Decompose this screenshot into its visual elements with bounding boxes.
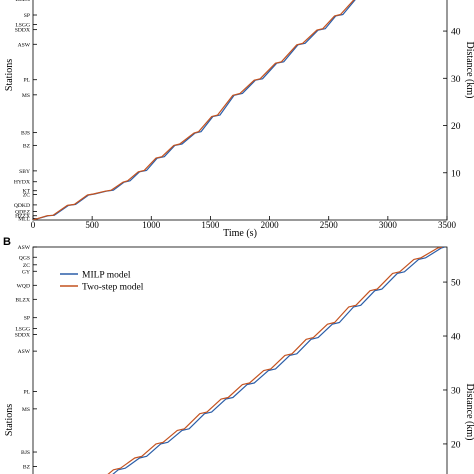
panel-a-time-tick-label: 1000 — [142, 220, 161, 230]
panel-a-distance-ticks: 10 20 30 40 — [443, 28, 461, 179]
panel-b-distance-tick-label: 50 — [451, 279, 461, 289]
panel-a-series-line-two-step-model — [33, 0, 355, 220]
panel-a-station-label: SP — [24, 13, 30, 19]
panel-b-station-label: BJS — [21, 450, 30, 456]
panel-a-station-label: BJS — [21, 131, 30, 137]
panel-a-station-label: MS — [22, 93, 30, 99]
panel-a-time-tick-label: 500 — [85, 220, 99, 230]
panel-a-distance-tick-label: 20 — [451, 122, 461, 132]
panel-b-series-lines — [107, 247, 445, 474]
panel-a-station-label: MLL — [18, 217, 30, 223]
panel-b-series-line-milp-model — [112, 247, 445, 474]
panel-b-station-label: SP — [24, 316, 30, 322]
legend-box — [58, 268, 150, 294]
panel-b-station-label: GY — [22, 269, 30, 275]
panel-b-right-axis-title: Distance (km) — [464, 384, 474, 441]
panel-b-distance-ticks: 20 30 40 50 — [443, 279, 461, 450]
panel-b-left-axis-title: Stations — [4, 404, 15, 436]
panel-a-distance-tick-label: 30 — [451, 75, 461, 85]
panel-a-distance-tick-label: 10 — [451, 169, 461, 179]
panel-a-station-label: ZC — [23, 192, 30, 198]
panel-a-time-tick-label: 2000 — [261, 220, 280, 230]
panel-a-series-lines — [33, 0, 356, 220]
panel-a-station-label: BZ — [23, 143, 31, 149]
panel-b-station-label: PL — [23, 390, 30, 396]
panel-a-station-label: PL — [23, 78, 30, 84]
panel-a-time-tick-label: 3000 — [379, 220, 398, 230]
panel-b-station-label: ASW — [18, 245, 31, 251]
panel-b-station-label: BLZX — [15, 297, 30, 303]
panel-a-left-axis-title: Stations — [4, 59, 15, 91]
panel-b-label: B — [3, 236, 11, 248]
panel-b-legend: MILP model Two-step model — [58, 268, 150, 294]
panel-b-station-label: SDDX — [15, 332, 30, 338]
panel-a-station-label: SBY — [19, 169, 30, 175]
panel-a-station-label: HYDX — [14, 180, 30, 186]
panel-b-station-label: BZ — [23, 465, 31, 471]
panel-b-series-line-two-step-model — [107, 247, 443, 474]
panel-b-station-label: WQD — [17, 283, 30, 289]
panel-a-station-label: HZZX — [15, 214, 30, 220]
panel-a-time-tick-label: 0 — [31, 220, 36, 230]
panel-a-station-label: ASW — [18, 42, 31, 48]
panel-a-station-label: LSGG — [15, 22, 30, 28]
panel-a-plot-frame — [32, 0, 448, 221]
panel-b-distance-tick-label: 30 — [451, 386, 461, 396]
legend-label-milp-model: MILP model — [82, 271, 131, 281]
panel-b-plot-frame — [32, 246, 448, 474]
panel-a-right-axis-title: Distance (km) — [464, 42, 474, 99]
panel-b-distance-tick-label: 20 — [451, 440, 461, 450]
panel-a-time-tick-label: 1500 — [201, 220, 220, 230]
panel-a-station-label: KT — [23, 189, 31, 195]
panel-a-time-tick-label: 2500 — [320, 220, 339, 230]
panel-a-time-ticks: 0 500 1000 1500 2000 2500 3000 3500 — [31, 216, 457, 230]
panel-a-distance-tick-label: 40 — [451, 28, 461, 38]
legend-label-two-step-model: Two-step model — [82, 283, 144, 293]
panel-a-station-label: QDEZ — [15, 209, 30, 215]
panel-b-station-label: ZC — [23, 263, 30, 269]
panel-a-station-label: SDDX — [15, 28, 30, 34]
panel-b-station-label: MS — [22, 407, 30, 413]
panel-a-station-label: BLZX — [15, 0, 30, 3]
panel-b-station-label: QGS — [19, 255, 30, 261]
panel-a-series-line-milp-model — [33, 0, 356, 220]
panel-b-station-label: ASW — [18, 349, 31, 355]
panel-b-distance-tick-label: 40 — [451, 333, 461, 343]
panel-a-station-label: QDKD — [14, 203, 30, 209]
panel-a-x-axis-title: Time (s) — [223, 228, 257, 239]
panel-b-station-label: LSGG — [15, 326, 30, 332]
panel-a-time-tick-label: 3500 — [438, 220, 457, 230]
